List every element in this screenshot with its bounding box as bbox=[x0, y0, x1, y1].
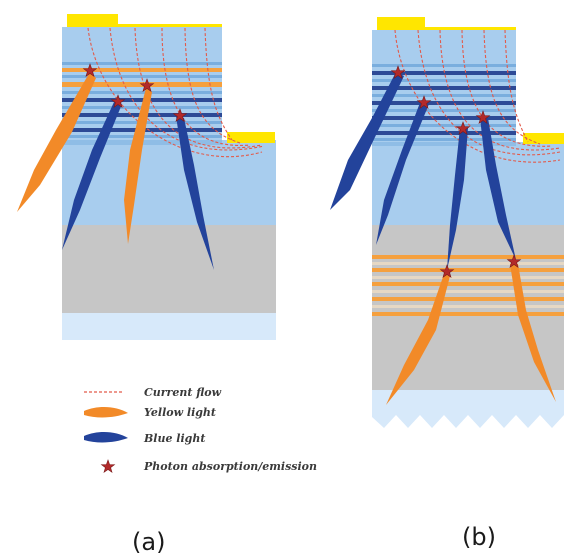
legend-photon-label: Photon absorption/emission bbox=[143, 460, 317, 473]
star-icon bbox=[506, 254, 522, 269]
blue-light-ray bbox=[176, 116, 214, 270]
blue-light-ray bbox=[447, 128, 468, 270]
current-flow-lines bbox=[87, 27, 265, 158]
star-icon bbox=[172, 108, 188, 123]
legend-blue-light-swatch bbox=[84, 432, 128, 443]
legend-blue-light-label: Blue light bbox=[143, 432, 205, 445]
panel-label-b: (b) bbox=[462, 523, 496, 551]
current-flow-lines bbox=[394, 29, 561, 163]
blue-light-ray bbox=[376, 100, 429, 245]
star-icon bbox=[475, 110, 491, 125]
yellow-light-ray bbox=[386, 274, 450, 405]
legend-star-icon bbox=[100, 459, 116, 474]
substrate-layer bbox=[372, 390, 564, 428]
panel-b-structure bbox=[330, 17, 564, 428]
yellow-light-ray bbox=[17, 72, 96, 212]
top-contact-strip bbox=[118, 24, 222, 27]
star-icon bbox=[139, 78, 155, 93]
side-contact bbox=[523, 133, 564, 144]
side-contact bbox=[227, 132, 275, 143]
blue-light-ray bbox=[330, 72, 404, 210]
quantum-wells bbox=[372, 64, 516, 141]
panel-a-structure bbox=[17, 14, 276, 340]
star-icon bbox=[439, 264, 455, 279]
top-contact bbox=[377, 17, 425, 30]
star-icon bbox=[390, 65, 406, 80]
star-icon bbox=[82, 63, 98, 78]
legend: Current flow Yellow light Blue light Pho… bbox=[84, 386, 317, 474]
legend-current-flow-label: Current flow bbox=[144, 386, 222, 399]
legend-yellow-light-label: Yellow light bbox=[144, 406, 216, 419]
legend-yellow-light-swatch bbox=[84, 407, 128, 418]
yellow-light-ray bbox=[510, 264, 556, 402]
photon-stars bbox=[390, 65, 522, 279]
mesa-edge bbox=[372, 142, 516, 146]
top-contact bbox=[67, 14, 118, 27]
panel-label-a: (a) bbox=[132, 528, 165, 556]
blue-light-ray bbox=[480, 118, 516, 260]
yellow-quantum-wells bbox=[372, 255, 564, 316]
photon-stars bbox=[82, 63, 188, 123]
top-contact-strip bbox=[425, 27, 516, 30]
star-icon bbox=[416, 95, 432, 110]
blue-light-ray bbox=[62, 102, 122, 250]
star-icon bbox=[110, 94, 126, 109]
yellow-light-ray bbox=[124, 88, 152, 244]
star-icon bbox=[455, 121, 471, 136]
grey-layer bbox=[62, 225, 276, 313]
substrate-layer bbox=[62, 313, 276, 340]
